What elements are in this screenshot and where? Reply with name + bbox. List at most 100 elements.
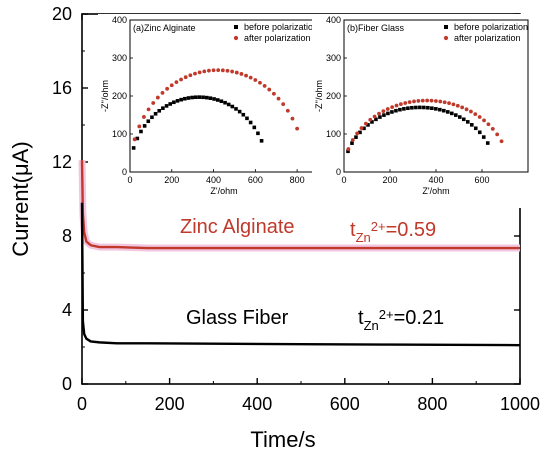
main-plot: 0 200 400 600 800 1000048121620Time/sCurrent(… bbox=[8, 4, 540, 452]
data-point-square bbox=[161, 106, 165, 110]
inset-x-tick-label: 400 bbox=[206, 175, 221, 185]
data-point-circle bbox=[420, 98, 425, 103]
legend-marker-square bbox=[234, 25, 238, 29]
data-point-square bbox=[172, 100, 176, 105]
data-point-circle bbox=[398, 102, 403, 107]
data-point-square bbox=[186, 96, 191, 100]
legend-entry: before polarization bbox=[244, 22, 318, 32]
inset-x-tick-label: 600 bbox=[474, 175, 489, 185]
inset-y-tick-label: 0 bbox=[336, 167, 341, 177]
data-point-square bbox=[208, 96, 213, 100]
y-tick-label: 12 bbox=[52, 152, 72, 172]
inset-x-tick-label: 0 bbox=[127, 175, 132, 185]
data-point-circle bbox=[442, 100, 447, 105]
annotation-label: Zinc Alginate bbox=[180, 216, 295, 238]
data-point-circle bbox=[473, 112, 478, 116]
data-point-circle bbox=[132, 137, 137, 142]
data-point-square bbox=[362, 126, 366, 131]
data-point-circle bbox=[368, 117, 373, 122]
legend-marker-circle bbox=[233, 35, 239, 41]
series-line-zinc-alginate bbox=[80, 160, 520, 250]
inset-x-tick-label: 200 bbox=[382, 175, 397, 185]
data-point-square bbox=[398, 107, 402, 112]
inset-title: (b)Fiber Glass bbox=[347, 23, 405, 33]
data-point-circle bbox=[202, 69, 207, 74]
data-point-square bbox=[410, 105, 414, 110]
data-point-circle bbox=[429, 98, 434, 103]
data-point-circle bbox=[469, 109, 473, 114]
data-point-circle bbox=[244, 73, 248, 78]
inset-y-tick-label: 200 bbox=[112, 91, 127, 101]
data-point-circle bbox=[220, 68, 225, 73]
data-point-circle bbox=[225, 68, 230, 73]
data-point-circle bbox=[451, 102, 456, 107]
data-point-circle bbox=[216, 68, 221, 73]
inset-x-axis-title: Z'/ohm bbox=[422, 186, 449, 196]
data-point-square bbox=[164, 104, 169, 108]
inset-y-tick-label: 400 bbox=[326, 15, 341, 25]
data-point-square bbox=[212, 97, 216, 101]
data-point-square bbox=[390, 110, 394, 114]
data-point-circle bbox=[403, 101, 408, 105]
data-point-circle bbox=[464, 107, 469, 112]
data-point-circle bbox=[438, 99, 443, 104]
inset-y-tick-label: 100 bbox=[112, 129, 127, 139]
data-point-circle bbox=[258, 80, 262, 85]
data-point-circle bbox=[350, 138, 355, 142]
data-point-square bbox=[386, 111, 390, 116]
data-point-square bbox=[414, 105, 418, 110]
data-point-square bbox=[422, 105, 426, 110]
inset-series-after bbox=[346, 98, 504, 151]
inset-y-axis-title: -Z''/ohm bbox=[314, 80, 324, 112]
data-point-square bbox=[139, 129, 143, 134]
transference-number: tZn2+=0.59 bbox=[350, 219, 436, 245]
data-point-square bbox=[259, 139, 264, 143]
x-tick-label: 200 bbox=[155, 394, 185, 414]
transference-number: tZn2+=0.21 bbox=[358, 307, 444, 333]
data-point-circle bbox=[165, 86, 170, 91]
inset-x-axis-title: Z'/ohm bbox=[210, 186, 237, 196]
legend-marker-circle bbox=[443, 35, 449, 41]
data-point-circle bbox=[262, 84, 267, 88]
data-point-square bbox=[223, 100, 227, 105]
x-tick-label: 600 bbox=[330, 394, 360, 414]
inset-y-tick-label: 400 bbox=[112, 15, 127, 25]
inset-series-before bbox=[131, 95, 264, 150]
data-point-square bbox=[477, 130, 482, 135]
data-point-square bbox=[374, 117, 378, 122]
data-point-square bbox=[461, 117, 466, 122]
x-axis-title: Time/s bbox=[250, 427, 315, 452]
data-point-square bbox=[378, 115, 382, 119]
data-point-square bbox=[215, 98, 220, 102]
data-point-square bbox=[142, 124, 147, 128]
data-point-circle bbox=[183, 75, 188, 80]
inset-y-tick-label: 100 bbox=[326, 129, 341, 139]
data-point-square bbox=[175, 99, 180, 103]
inset-y-axis-title: -Z''/ohm bbox=[100, 80, 110, 112]
data-point-circle bbox=[267, 87, 272, 92]
x-tick-label: 400 bbox=[242, 394, 272, 414]
data-point-circle bbox=[381, 109, 386, 114]
data-point-square bbox=[194, 95, 198, 100]
data-point-circle bbox=[197, 70, 202, 75]
inset-x-tick-label: 400 bbox=[428, 175, 443, 185]
inset-y-tick-label: 300 bbox=[326, 53, 341, 63]
inset-a-plot: 0 200 400 600 800 0 100 200 300 400 (a)Zinc Algina… bbox=[98, 14, 326, 208]
data-point-circle bbox=[211, 68, 216, 73]
legend-entry: after polarization bbox=[454, 33, 521, 43]
data-point-circle bbox=[253, 78, 258, 82]
data-point-circle bbox=[188, 73, 193, 78]
data-point-circle bbox=[390, 105, 395, 110]
data-point-circle bbox=[346, 147, 351, 151]
data-point-square bbox=[150, 115, 154, 120]
legend-entry: after polarization bbox=[244, 33, 311, 43]
data-point-square bbox=[394, 108, 398, 113]
x-tick-label: 0 bbox=[77, 394, 87, 414]
data-point-circle bbox=[407, 100, 412, 105]
inset-y-tick-label: 200 bbox=[326, 91, 341, 101]
inset-x-tick-label: 200 bbox=[164, 175, 179, 185]
annotation-label: Glass Fiber bbox=[186, 307, 289, 329]
data-point-square bbox=[406, 106, 410, 111]
data-point-square bbox=[230, 104, 235, 109]
inset-x-tick-label: 800 bbox=[290, 175, 305, 185]
